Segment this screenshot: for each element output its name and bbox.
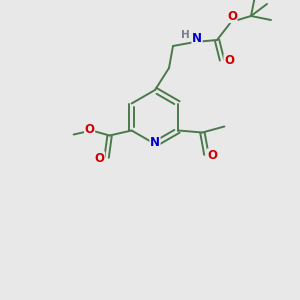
Text: O: O	[224, 55, 234, 68]
Text: H: H	[181, 30, 189, 40]
Text: O: O	[227, 10, 237, 22]
Text: N: N	[150, 136, 160, 149]
Text: O: O	[85, 123, 94, 136]
Text: O: O	[94, 152, 105, 165]
Text: O: O	[207, 149, 218, 162]
Text: N: N	[192, 32, 202, 46]
